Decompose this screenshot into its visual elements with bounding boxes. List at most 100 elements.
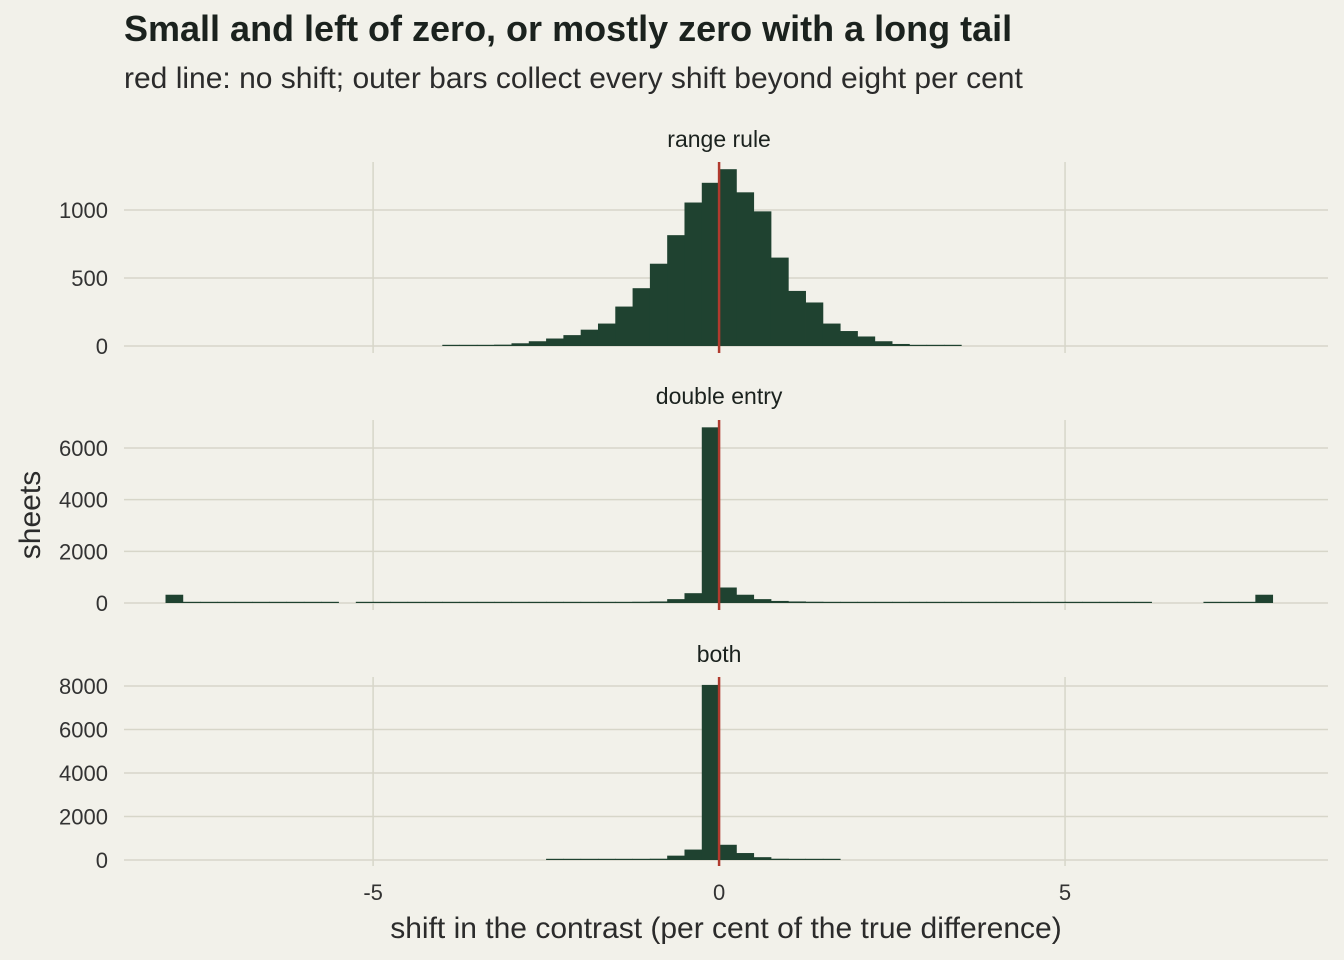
histogram-bar [1065,601,1083,603]
histogram-bar [494,601,512,603]
histogram-bar [269,601,288,603]
histogram-bar [736,594,755,603]
histogram-bar [805,858,824,860]
histogram-bar [649,601,668,603]
panel-strip-label: range rule [667,126,771,152]
histogram-bar [667,599,685,603]
histogram-bar [805,601,824,603]
histogram-bar [632,858,651,860]
histogram-bar [1134,601,1152,603]
panel-double-entry: double entry 0 2000 4000 6000 [59,383,1328,616]
histogram-bar [597,858,616,860]
histogram-bar [909,601,928,603]
histogram-bar [1030,601,1049,603]
x-axis: -5 0 5 [363,880,1071,905]
y-tick-label: 2000 [59,805,108,830]
histogram-bar [719,844,737,860]
histogram-bar [892,343,910,346]
panel-strip-label: double entry [656,383,783,409]
histogram-bar [615,601,633,603]
histogram-bar [684,202,703,346]
histogram-bar [649,858,668,860]
y-tick-label: 500 [71,266,108,291]
histogram-bar [407,601,426,603]
histogram-bar [822,323,841,346]
histogram-bar [632,601,651,603]
histogram-bar [632,288,651,346]
histogram-bar [926,344,945,346]
histogram-bar [546,338,564,346]
x-tick-label: 5 [1059,880,1071,905]
histogram-bar [252,601,270,603]
histogram-bar [528,601,547,603]
histogram-bar [615,858,633,860]
panels: range rule 0 500 1000 double entry 0 2000 4000 6… [59,126,1328,873]
histogram-bar [770,257,789,346]
histogram-bar [442,601,460,603]
histogram-bar [753,599,772,603]
histogram-bar [701,684,720,860]
histogram-bar [1116,601,1135,603]
histogram-bar [943,601,962,603]
histogram-bar [770,600,789,603]
histogram-bar [563,335,582,346]
histogram-bar [494,344,512,346]
histogram-bar [667,235,685,346]
histogram-bar [701,182,720,346]
histogram-bar [546,601,564,603]
histogram-bar [805,302,824,346]
histogram-bar [286,601,305,603]
histogram-bar [961,601,979,603]
x-axis-title: shift in the contrast (per cent of the t… [390,912,1061,945]
histogram-bar [425,601,443,603]
histogram-bar [200,601,218,603]
histogram-bar [563,601,582,603]
histogram-bar [459,601,478,603]
histogram-bar [943,344,962,346]
histogram-bar [182,601,201,603]
histogram-bar [822,601,841,603]
histogram-bar [580,329,599,346]
histogram-bar [719,587,737,603]
histogram-bar [442,344,460,346]
histogram-bar [822,858,841,860]
histogram-bar [1099,601,1118,603]
histogram-bar [857,336,876,346]
histogram-bar [1255,594,1274,603]
histogram-bar [597,601,616,603]
y-tick-label: 6000 [59,436,108,461]
histogram-bar [909,344,928,346]
histogram-bar [995,601,1014,603]
y-tick-label: 6000 [59,718,108,743]
histogram-bar [597,323,616,346]
y-tick-label: 4000 [59,488,108,513]
histogram-bar [840,601,858,603]
histogram-bar [926,601,945,603]
histogram-bar [840,331,858,346]
histogram-bar [390,601,409,603]
y-tick-label: 0 [96,591,108,616]
chart-title: Small and left of zero, or mostly zero w… [124,8,1013,49]
chart-subtitle: red line: no shift; outer bars collect e… [124,62,1023,95]
histogram-bar [892,601,910,603]
y-tick-label: 8000 [59,674,108,699]
histogram-bar [303,601,322,603]
histogram-bar [321,601,339,603]
y-tick-label: 0 [96,334,108,359]
histogram-bar [857,601,876,603]
panel-strip-label: both [697,641,742,667]
histogram-bar [528,341,547,346]
histogram-bar [355,601,374,603]
histogram-bar [736,853,755,860]
histogram-bar [719,169,737,346]
histogram-bar [684,849,703,860]
histogram-bar [546,858,564,860]
histogram-bar [753,857,772,860]
y-axis-title: sheets [14,471,47,559]
panel-range-rule: range rule 0 500 1000 [59,126,1328,359]
histogram-bar [580,858,599,860]
histogram-bar [563,858,582,860]
histogram-bar [684,593,703,603]
panel-both: both 0 2000 4000 6000 8000 [59,641,1328,873]
